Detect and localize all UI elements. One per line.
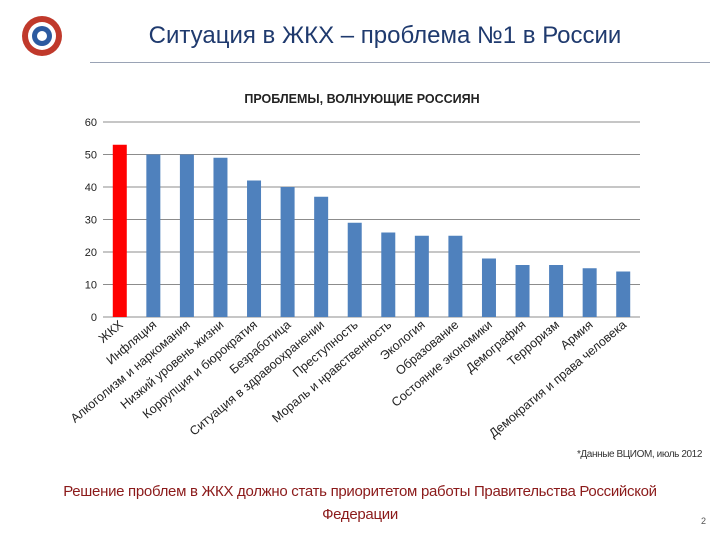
bar [179, 154, 194, 317]
y-tick-label: 40 [85, 182, 97, 194]
y-tick-label: 0 [91, 312, 97, 324]
bar [414, 235, 429, 317]
bar [616, 271, 631, 317]
y-tick-label: 30 [85, 215, 97, 227]
slide-title: Ситуация в ЖКХ – проблема №1 в России [148, 22, 622, 49]
y-tick-label: 60 [85, 117, 97, 129]
bar [481, 258, 496, 317]
logo-emblem-icon [22, 16, 62, 56]
page-number: 2 [700, 516, 706, 526]
bar-chart: ПРОБЛЕМЫ, ВОЛНУЮЩИЕ РОССИЯН 0 10 20 30 40 50 6… [68, 92, 640, 441]
y-tick-label: 50 [85, 150, 97, 162]
bar [112, 144, 127, 317]
bar [549, 265, 564, 317]
bar [247, 180, 262, 317]
bar [582, 268, 597, 317]
bar [314, 196, 329, 317]
conclusion-text: Решение проблем в ЖКХ должно стать приор… [63, 483, 657, 523]
bar [146, 154, 161, 317]
bar [213, 157, 228, 317]
bar [381, 232, 396, 317]
bar [347, 222, 362, 317]
title-divider [90, 62, 710, 63]
chart-title: ПРОБЛЕМЫ, ВОЛНУЮЩИЕ РОССИЯН [244, 92, 479, 106]
y-tick-label: 20 [85, 247, 97, 259]
bar [280, 187, 295, 317]
bar [515, 265, 530, 317]
bar [448, 235, 463, 317]
y-tick-label: 10 [85, 280, 97, 292]
source-note: *Данные ВЦИОМ, июль 2012 [576, 449, 702, 460]
